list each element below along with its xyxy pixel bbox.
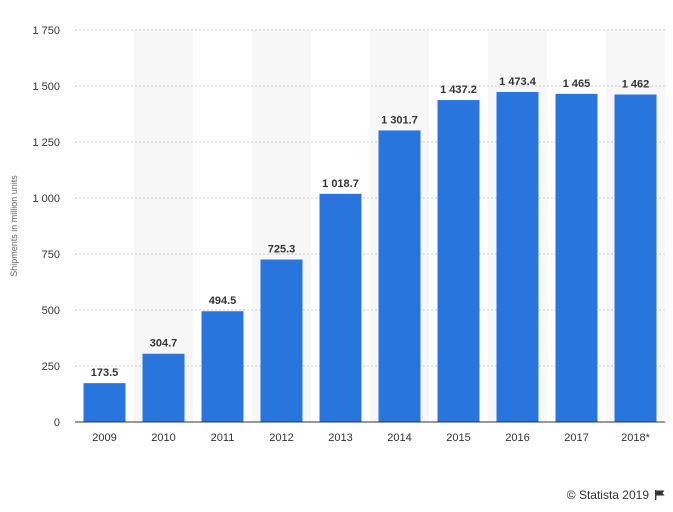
bar bbox=[437, 100, 480, 422]
y-tick-label: 750 bbox=[42, 249, 60, 261]
data-label: 1 437.2 bbox=[440, 84, 477, 96]
y-tick-label: 500 bbox=[42, 305, 60, 317]
y-axis-label: Shipments in million units bbox=[9, 175, 19, 277]
x-tick-label: 2017 bbox=[564, 432, 588, 444]
y-tick-label: 1 500 bbox=[32, 81, 60, 93]
x-tick-label: 2009 bbox=[92, 432, 116, 444]
data-label: 1 465 bbox=[563, 78, 591, 90]
bar bbox=[142, 353, 185, 422]
flag-icon[interactable] bbox=[655, 490, 665, 500]
x-tick-label: 2016 bbox=[505, 432, 529, 444]
credit-text: © Statista 2019 bbox=[566, 488, 649, 502]
x-tick-label: 2014 bbox=[387, 432, 411, 444]
x-tick-label: 2012 bbox=[269, 432, 293, 444]
x-tick-label: 2011 bbox=[211, 432, 235, 444]
bar bbox=[614, 94, 657, 423]
bars bbox=[83, 91, 657, 423]
x-tick-label: 2015 bbox=[446, 432, 470, 444]
bar bbox=[378, 130, 421, 423]
data-labels: 173.5 304.7 494.5 725.3 1 018.7 1 301.7 1 437.… bbox=[91, 76, 650, 379]
x-axis-ticks: 2009 2010 2011 2012 2013 2014 2015 2016 2017 2018… bbox=[92, 432, 650, 444]
bar bbox=[201, 311, 244, 422]
y-axis-ticks: 0 250 500 750 1 000 1 250 1 500 1 750 bbox=[32, 25, 60, 429]
y-tick-label: 1 000 bbox=[32, 193, 60, 205]
data-label: 494.5 bbox=[209, 295, 237, 307]
x-tick-label: 2010 bbox=[151, 432, 175, 444]
y-tick-label: 1 750 bbox=[32, 25, 60, 37]
y-tick-label: 250 bbox=[42, 361, 60, 373]
x-tick-label: 2018* bbox=[621, 432, 650, 444]
data-label: 304.7 bbox=[150, 338, 178, 350]
data-label: 1 018.7 bbox=[322, 178, 359, 190]
source-credit[interactable]: © Statista 2019 bbox=[567, 488, 665, 502]
data-label: 173.5 bbox=[91, 367, 119, 379]
data-label: 725.3 bbox=[268, 244, 296, 256]
y-tick-label: 1 250 bbox=[32, 137, 60, 149]
data-label: 1 462 bbox=[622, 79, 650, 91]
x-tick-label: 2013 bbox=[328, 432, 352, 444]
bar bbox=[496, 91, 539, 422]
data-label: 1 473.4 bbox=[499, 76, 537, 88]
bar bbox=[260, 259, 303, 422]
bar bbox=[83, 383, 126, 422]
data-label: 1 301.7 bbox=[381, 114, 418, 126]
y-tick-label: 0 bbox=[54, 417, 60, 429]
bar bbox=[319, 193, 362, 422]
bar bbox=[555, 93, 598, 422]
